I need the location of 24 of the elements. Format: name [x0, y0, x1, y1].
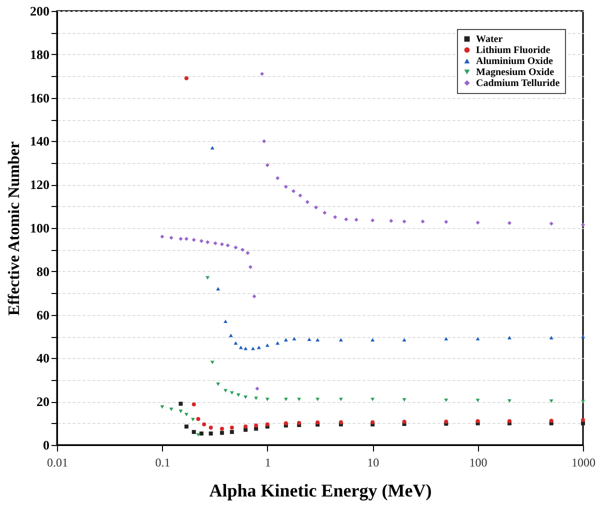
x-tick-label: 0.01	[47, 456, 68, 470]
y-tick-label: 0	[43, 438, 50, 452]
x-tick-label: 1000	[572, 456, 596, 470]
y-tick-label: 80	[36, 264, 50, 279]
x-tick-label: 10	[367, 456, 380, 470]
legend-label: Cadmium Telluride	[476, 78, 560, 89]
y-tick-label: 60	[36, 307, 50, 322]
x-tick-label: 0.1	[155, 456, 170, 470]
legend-label: Lithium Fluoride	[476, 45, 551, 56]
y-tick-label: 140	[30, 134, 50, 149]
y-tick-label: 120	[30, 177, 50, 192]
y-tick-label: 200	[30, 4, 50, 18]
y-tick-label: 100	[30, 220, 50, 236]
legend-label: Water	[476, 34, 504, 45]
x-tick-label: 100	[469, 456, 488, 470]
y-tick-label: 180	[30, 46, 50, 62]
y-tick-label: 40	[36, 350, 50, 366]
legend-label: Magnesium Oxide	[476, 67, 555, 78]
legend-label: Aluminium Oxide	[476, 56, 554, 67]
y-axis-title: Effective Atomic Number	[6, 141, 23, 316]
y-tick-label: 20	[36, 394, 50, 410]
y-tick-label: 160	[30, 90, 50, 106]
x-axis-title: Alpha Kinetic Energy (MeV)	[209, 480, 432, 500]
x-tick-label: 1	[264, 456, 271, 470]
